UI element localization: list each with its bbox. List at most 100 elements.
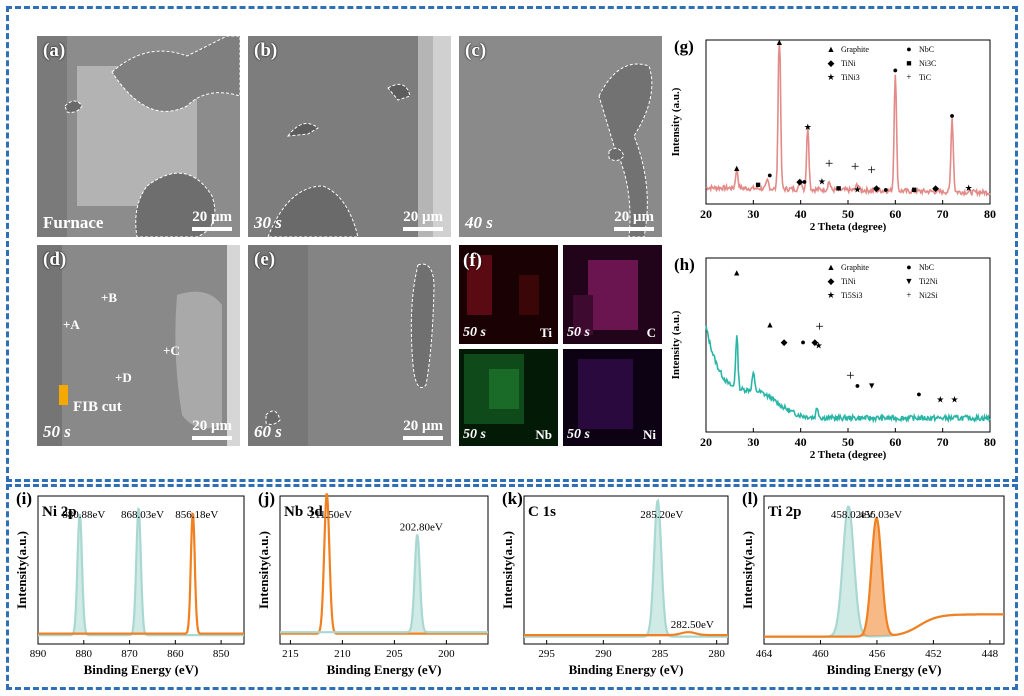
peak-label: 282.50eV [671,619,714,631]
phase-marker: ◆ [781,337,788,347]
map-time: 50 s [463,427,486,442]
legend-entry: TiNi3 [841,73,860,82]
panel-label-d: (d) [43,249,67,270]
sem-panel-b: (b) 30 s 20 μm [248,36,451,237]
scale-text: 20 μm [403,418,443,434]
eds-map-nb: 50 s Nb [459,349,558,446]
sem-texture [37,245,240,446]
x-axis-label: Binding Energy (eV) [84,662,199,677]
x-axis-label: Binding Energy (eV) [327,662,442,677]
x-tick-label: 30 [747,207,759,221]
panel-label: (i) [16,490,32,508]
xps-chart-j: 215 210 205 200 Binding Energy (eV) Intensity… [256,490,489,677]
phase-marker: ★ [815,340,823,350]
x-tick-label: 60 [889,435,901,449]
legend-entry: Graphite [841,45,869,54]
map-texture [459,245,558,344]
legend-entry: Ni3C [919,59,936,68]
x-tick-label: 850 [213,648,230,660]
x-tick-label: 80 [984,207,996,221]
legend-entry: Graphite [841,263,869,272]
sem-texture [248,36,451,237]
point-marker-a: +A [63,317,80,332]
spectrum-line [764,516,1004,638]
phase-marker: ■ [912,185,917,195]
y-axis-label: Intensity (a.u.) [670,310,682,379]
x-tick-label: 460 [812,648,829,660]
x-tick-label: 20 [700,207,712,221]
sem-texture [37,36,240,237]
xrd-chart-g: 20 30 40 50 60 70 80 2 Theta (degree) Intensity … [670,37,996,233]
scale-bar: 20 μm [192,209,232,231]
legend-symbol: + [906,290,911,300]
bottom-section-frame [6,484,1018,690]
peak-fill [408,534,426,633]
legend-symbol: ▲ [826,44,835,54]
legend-entry: TiNi [841,59,857,68]
sem-texture [248,245,451,446]
phase-marker: ◆ [811,337,818,347]
phase-marker: ● [855,381,860,391]
phase-marker: ■ [836,183,841,193]
point-marker-c: +C [163,343,180,358]
spectrum-title: C 1s [528,504,556,520]
peak-fill [130,507,147,636]
map-element: C [646,325,656,340]
fib-cut-label: FIB cut [73,399,122,415]
phase-marker: ★ [853,185,861,195]
phase-marker: ▲ [775,37,784,47]
legend-symbol: ▼ [904,276,913,286]
phase-marker: ▼ [867,381,876,391]
panel-label-f: (f) [463,250,482,271]
panel-label-b: (b) [254,40,278,61]
spectrum-title: Ti 2p [768,504,802,520]
panel-label: (j) [258,490,275,508]
x-tick-label: 880 [76,648,93,660]
x-tick-label: 464 [756,648,773,660]
legend-symbol: ■ [906,58,911,68]
phase-marker: + [867,162,875,178]
peak-fill [829,506,868,637]
scale-bar-line [403,436,443,440]
legend-symbol: ◆ [827,58,834,68]
phase-marker: ◆ [932,183,939,193]
peak-fill [645,500,670,637]
x-tick-label: 20 [700,435,712,449]
phase-marker: ◆ [873,183,880,193]
scale-text: 20 μm [192,209,232,225]
panel-label: (l) [742,490,758,508]
legend-entry: NbC [919,45,934,54]
sem-texture [459,36,662,237]
map-time: 50 s [463,325,486,340]
x-tick-label: 60 [889,207,901,221]
sem-panel-a: (a) Furnace 20 μm [37,36,240,237]
x-tick-label: 860 [167,648,184,660]
map-texture [459,349,558,446]
sem-panel-c: (c) 40 s 20 μm [459,36,662,237]
xrd-pattern-line [705,43,991,198]
phase-marker: ▲ [732,267,741,277]
spectrum-line [524,631,728,637]
peak-label: 202.80eV [400,521,443,533]
legend-symbol: ● [906,44,911,54]
phase-marker: ★ [950,394,958,404]
legend-entry: TiC [919,73,931,82]
peak-label: 880.88eV [62,509,105,521]
scale-text: 20 μm [403,209,443,225]
panel-label-c: (c) [465,40,487,61]
phase-marker: ● [767,170,772,180]
phase-marker: ▲ [732,163,741,173]
panel-label-a: (a) [43,40,66,61]
spectrum-line [524,498,728,638]
phase-marker: + [851,159,859,175]
y-axis-label: Intensity(a.u.) [500,531,515,609]
panel-label: (k) [502,490,523,508]
spectrum-title: Ni 2p [42,504,77,520]
peak-label: 856.18eV [175,509,218,521]
phase-marker: ◆ [796,176,803,186]
x-tick-label: 200 [438,648,455,660]
peak-label: 456.03eV [859,509,902,521]
eds-map-c: 50 s C [563,245,662,344]
x-tick-label: 870 [121,648,138,660]
x-tick-label: 50 [842,207,854,221]
